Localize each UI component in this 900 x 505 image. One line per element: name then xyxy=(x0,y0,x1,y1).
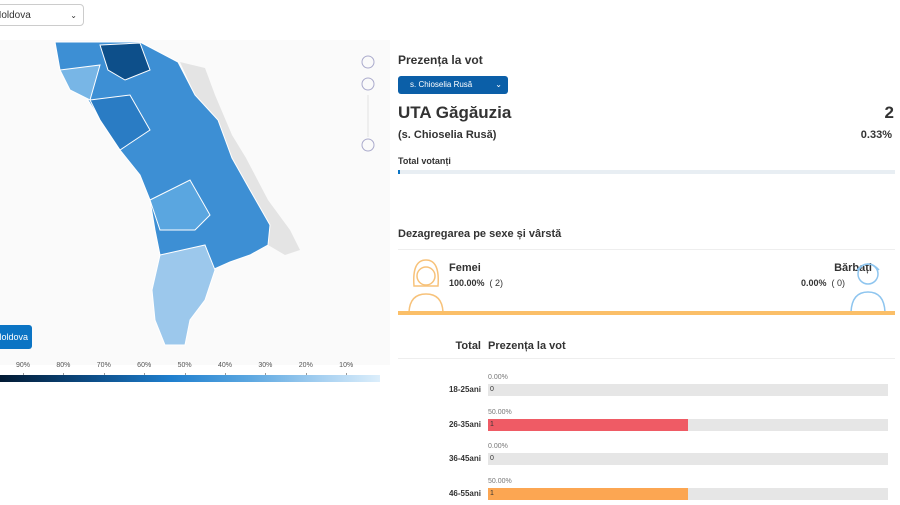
legend-tick xyxy=(23,373,24,376)
age-track: 1 xyxy=(488,418,888,431)
age-label: 36-45ani xyxy=(448,454,481,463)
region-light xyxy=(151,244,216,346)
female-icon xyxy=(408,259,444,312)
age-percent: 50.00% xyxy=(488,477,512,485)
header-total: Total xyxy=(455,340,481,352)
age-bar xyxy=(488,487,688,500)
age-count: 1 xyxy=(490,420,494,428)
female-percent: 100.00% xyxy=(449,278,485,288)
age-label: 26-35ani xyxy=(448,419,481,429)
voters-count: 2 xyxy=(884,103,894,122)
age-label: 46-55ani xyxy=(448,488,481,498)
header-turnout: Prezența la vot xyxy=(488,340,566,352)
age-percent: 0.00% xyxy=(488,374,508,381)
legend-tick xyxy=(144,373,146,376)
chevron: ⌄ xyxy=(495,80,502,89)
legend-tick xyxy=(184,373,186,376)
turnout-bar xyxy=(398,170,400,174)
female-stats: 100.00% ( 2) xyxy=(449,278,503,288)
map xyxy=(0,40,390,365)
chevron: ⌄ xyxy=(70,11,77,20)
region-mid2 xyxy=(89,94,151,151)
legend-label: 50% xyxy=(177,362,192,369)
age-percent: 50.00% xyxy=(488,408,512,416)
male-icon xyxy=(850,263,886,312)
male-stats: 0.00% ( 0) xyxy=(801,278,845,288)
locality-select[interactable]: s. Chioselia Rusă ⌄ xyxy=(398,76,508,94)
age-track: 0 xyxy=(488,384,888,396)
gender-track xyxy=(398,311,895,315)
turnout-track xyxy=(398,170,895,174)
age-track: 0 xyxy=(488,453,888,465)
legend-label: 20% xyxy=(298,362,313,369)
male-count: ( 0) xyxy=(831,278,846,288)
region-dark xyxy=(99,42,151,81)
female-bar xyxy=(398,311,895,315)
legend-scale xyxy=(0,375,380,382)
zoom-in[interactable] xyxy=(361,77,375,91)
region-mid xyxy=(149,179,211,231)
locality-name: (s. Chioselia Rusă) xyxy=(398,129,497,141)
zoom-out[interactable] xyxy=(361,138,375,152)
legend-tick xyxy=(346,373,348,376)
divider xyxy=(398,249,895,250)
legend-label: 10% xyxy=(339,362,354,369)
age-count: 0 xyxy=(490,455,494,462)
panel-title: Prezența la vot xyxy=(398,53,483,67)
gender-title: Dezagregarea pe sexe și vârstă xyxy=(398,228,562,240)
legend-label: 30% xyxy=(258,362,273,369)
legend: 90% 80% 70% 60% 50% 40% 30% 20% 10% xyxy=(0,362,390,384)
age-track: 1 xyxy=(488,487,888,500)
region-name: UTA Găgăuzia xyxy=(398,103,512,122)
legend-label: 40% xyxy=(217,362,232,369)
legend-tick xyxy=(225,373,226,376)
female-label: Femei xyxy=(449,262,481,274)
age-percent: 0.00% xyxy=(488,443,508,450)
age-label: 18-25ani xyxy=(448,385,481,394)
legend-label: 60% xyxy=(137,362,152,369)
map-controls xyxy=(361,55,375,152)
voters-label: Total votanți xyxy=(398,156,451,166)
male-percent: 0.00% xyxy=(800,278,827,288)
home-button[interactable] xyxy=(361,55,375,69)
legend-tick xyxy=(103,373,105,376)
age-bar xyxy=(488,418,688,431)
age-count: 1 xyxy=(490,489,494,497)
legend-label: 90% xyxy=(15,362,30,369)
country-select[interactable]: Moldova ⌄ xyxy=(0,4,84,26)
legend-tick xyxy=(63,373,65,376)
female-count: ( 2) xyxy=(489,278,504,288)
legend-label: 70% xyxy=(96,362,111,369)
legend-tick xyxy=(305,373,307,376)
region-mid3 xyxy=(59,64,101,101)
map-button[interactable]: Moldova xyxy=(0,325,32,349)
turnout: 0.33% xyxy=(860,129,892,141)
legend-label: 80% xyxy=(56,362,71,369)
age-count: 0 xyxy=(490,386,494,393)
legend-tick xyxy=(265,373,267,376)
divider xyxy=(398,358,895,359)
country-select-text: Moldova xyxy=(0,10,31,21)
locality-select-text: s. Chioselia Rusă xyxy=(410,80,473,89)
transnistria xyxy=(180,62,300,255)
